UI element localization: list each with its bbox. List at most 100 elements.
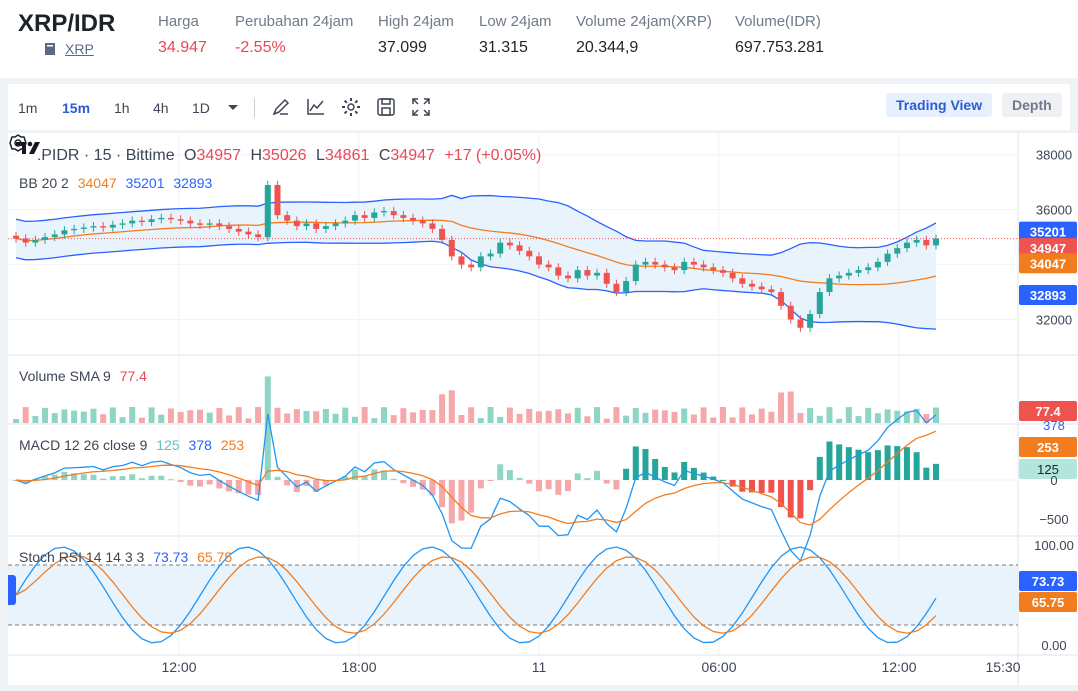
gear-icon[interactable]	[340, 96, 362, 118]
candle-body	[710, 267, 717, 271]
candle-body	[187, 220, 194, 224]
macd-hist-value: 125	[156, 437, 180, 453]
volume-bar	[206, 412, 213, 423]
volume-bar	[652, 409, 659, 423]
macd-histogram-bar	[836, 444, 843, 480]
price-chart[interactable]: 38000 36000 32000 35201 34947 34047 32893 77.4 3…	[8, 133, 1078, 685]
macd-histogram-bar	[603, 480, 610, 484]
timeframe-1h[interactable]: 1h	[114, 100, 130, 116]
candle-body	[42, 237, 49, 240]
indicator-icon[interactable]	[305, 96, 327, 118]
candle-body	[419, 220, 426, 224]
candle-body	[293, 220, 300, 227]
volume-bar	[884, 409, 891, 423]
timeframe-1d[interactable]: 1D	[192, 100, 210, 116]
candle-body	[119, 223, 126, 225]
candle-body	[545, 264, 552, 268]
candle-body	[884, 253, 891, 262]
stat-label: High 24jam	[378, 13, 454, 30]
macd-histogram-bar	[255, 480, 262, 495]
stat-label: Volume(IDR)	[735, 13, 821, 30]
candle-body	[497, 242, 504, 254]
macd-histogram-bar	[439, 480, 446, 508]
volume-bar	[506, 407, 513, 423]
volume-bar	[477, 418, 484, 423]
price-axis-label: 32000	[1036, 313, 1072, 328]
macd-histogram-bar	[167, 479, 174, 481]
candle-body	[749, 283, 755, 287]
volume-bar	[565, 413, 571, 423]
depth-button[interactable]: Depth	[1002, 93, 1062, 117]
macd-histogram-bar	[778, 480, 785, 508]
volume-bar	[390, 415, 397, 423]
collapse-panel-handle[interactable]	[8, 575, 16, 605]
candle-body	[226, 226, 233, 229]
volume-bar	[729, 417, 736, 423]
chevron-down-icon[interactable]	[222, 96, 244, 118]
volume-bar	[187, 410, 194, 423]
candle-body	[322, 226, 329, 229]
volume-bar	[545, 410, 552, 423]
volume-bar	[410, 412, 417, 423]
chart-canvas[interactable]: 3800036000320003520134947340473289377.43…	[8, 133, 1078, 685]
candle-body	[516, 245, 523, 251]
stat-label: Low 24jam	[479, 13, 552, 30]
candle-body	[264, 184, 271, 238]
volume-bar	[371, 418, 378, 423]
candle-body	[439, 228, 446, 240]
price-tag-bb-basis-bg	[1019, 253, 1077, 274]
macd-histogram-bar	[22, 480, 29, 483]
stat-high: High 24jam 37.099	[378, 13, 454, 57]
macd-histogram-bar	[371, 469, 378, 480]
macd-axis-label: −500	[1039, 512, 1068, 527]
candle-body	[177, 219, 184, 221]
macd-histogram-bar	[632, 446, 639, 480]
volume-bar	[80, 411, 87, 423]
macd-histogram-bar	[613, 480, 620, 490]
candle-body	[13, 235, 19, 239]
volume-bar	[555, 409, 562, 423]
candle-body	[80, 227, 87, 229]
timeframe-1m[interactable]: 1m	[18, 100, 38, 116]
volume-bar	[487, 407, 494, 423]
stat-value: 20.344,9	[576, 39, 639, 56]
volume-bar	[574, 407, 581, 423]
fullscreen-icon[interactable]	[410, 96, 432, 118]
candle-body	[700, 264, 707, 268]
stoch-k-line	[15, 546, 937, 644]
macd-histogram-bar	[322, 480, 329, 486]
candle-body	[284, 215, 291, 221]
settings-gear-icon[interactable]	[8, 133, 28, 153]
macd-histogram-bar	[245, 480, 252, 495]
candle-body	[390, 211, 397, 216]
candle-body	[32, 239, 39, 243]
candle-body	[477, 256, 484, 268]
volume-legend: Volume SMA 9 77.4	[19, 368, 152, 384]
coin-link[interactable]: XRP	[65, 41, 94, 57]
volume-tag-bg	[1019, 401, 1077, 421]
stoch-axis-label: 100.00	[1034, 538, 1074, 553]
candle-body	[468, 264, 475, 268]
stoch-k-tag: 73.73	[1032, 574, 1065, 589]
trading-view-button[interactable]: Trading View	[886, 93, 993, 117]
volume-bar	[61, 409, 68, 423]
timeframe-4h[interactable]: 4h	[153, 100, 169, 116]
draw-icon[interactable]	[270, 96, 292, 118]
save-icon[interactable]	[375, 96, 397, 118]
candle-body	[342, 220, 349, 224]
volume-value: 77.4	[119, 368, 147, 384]
candle-body	[458, 256, 465, 265]
macd-histogram-bar	[855, 449, 862, 480]
volume-bar	[768, 411, 775, 423]
candle-body	[138, 220, 145, 223]
ohlc-close-label: C	[378, 147, 391, 164]
price-axis-label: 36000	[1036, 203, 1072, 218]
volume-bar	[274, 407, 281, 423]
macd-histogram-bar	[429, 480, 436, 496]
price-tag-bb-lower: 32893	[1030, 288, 1066, 303]
volume-bar	[129, 407, 136, 423]
timeframe-15m[interactable]: 15m	[62, 100, 91, 116]
volume-bar	[22, 407, 29, 423]
price-tag-last: 34947	[1030, 241, 1066, 256]
macd-signal-value: 253	[220, 437, 245, 453]
